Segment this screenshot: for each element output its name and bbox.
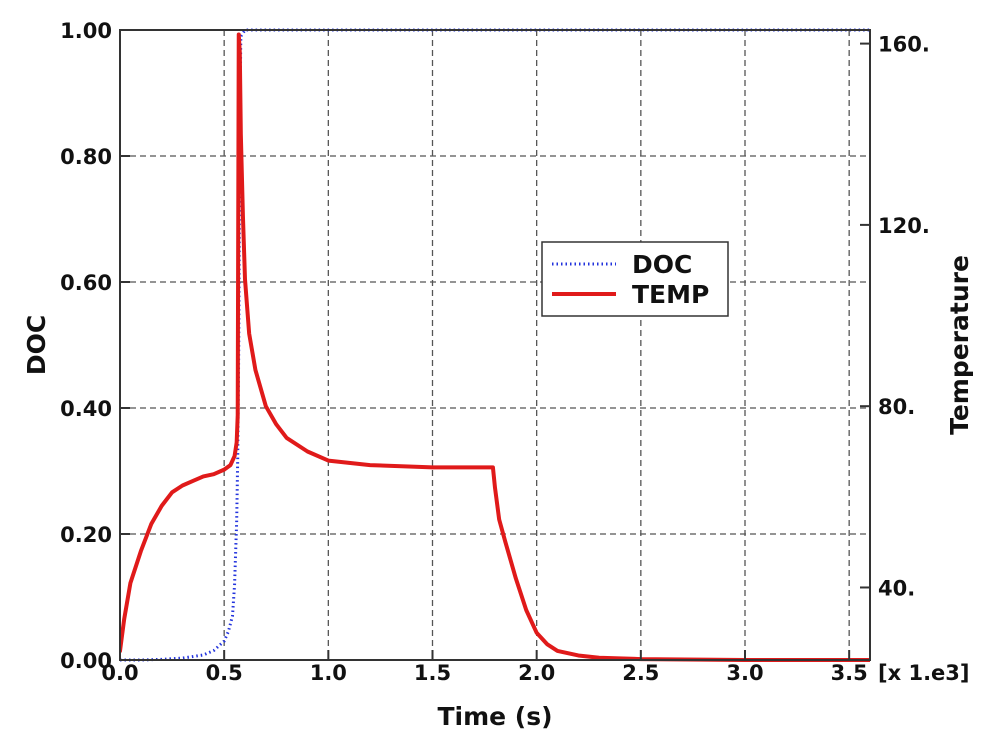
x-tick-label: 0.0: [101, 661, 138, 685]
left-tick-label: 0.80: [60, 145, 112, 169]
x-tick-label: 3.5: [831, 661, 868, 685]
legend-label-temp: TEMP: [632, 280, 709, 309]
legend-label-doc: DOC: [632, 250, 692, 279]
x-tick-label: 2.5: [622, 661, 659, 685]
x-axis-title: Time (s): [437, 702, 552, 731]
right-tick-label: 40.: [878, 576, 915, 600]
left-tick-label: 0.40: [60, 397, 112, 421]
legend-box: [541, 241, 729, 317]
x-tick-label: 3.0: [726, 661, 763, 685]
left-tick-label: 1.00: [60, 19, 112, 43]
plot-frame: [119, 29, 871, 661]
right-tick-label: 120.: [878, 214, 930, 238]
grid: [120, 30, 870, 660]
axes: 0.00 0.20 0.40 0.60 0.80 1.00 40. 80. 120. 160. 0.…: [22, 19, 974, 731]
x-tick-label: 0.5: [206, 661, 243, 685]
left-tick-label: 0.00: [60, 649, 112, 673]
x-tick-label: 1.0: [310, 661, 347, 685]
right-axis-title: Temperature: [945, 255, 974, 435]
right-tick-label: 80.: [878, 395, 915, 419]
x-tick-label: 1.5: [414, 661, 451, 685]
left-tick-label: 0.60: [60, 271, 112, 295]
series-line-doc: [120, 28, 870, 662]
left-axis-title: DOC: [22, 315, 51, 375]
x-tick-label: 2.0: [518, 661, 555, 685]
series-line-temp: [120, 32, 870, 662]
right-tick-label: 160.: [878, 33, 930, 57]
left-tick-label: 0.20: [60, 523, 112, 547]
series-layer: [120, 28, 870, 662]
x-multiplier-label: [x 1.e3]: [878, 661, 970, 685]
